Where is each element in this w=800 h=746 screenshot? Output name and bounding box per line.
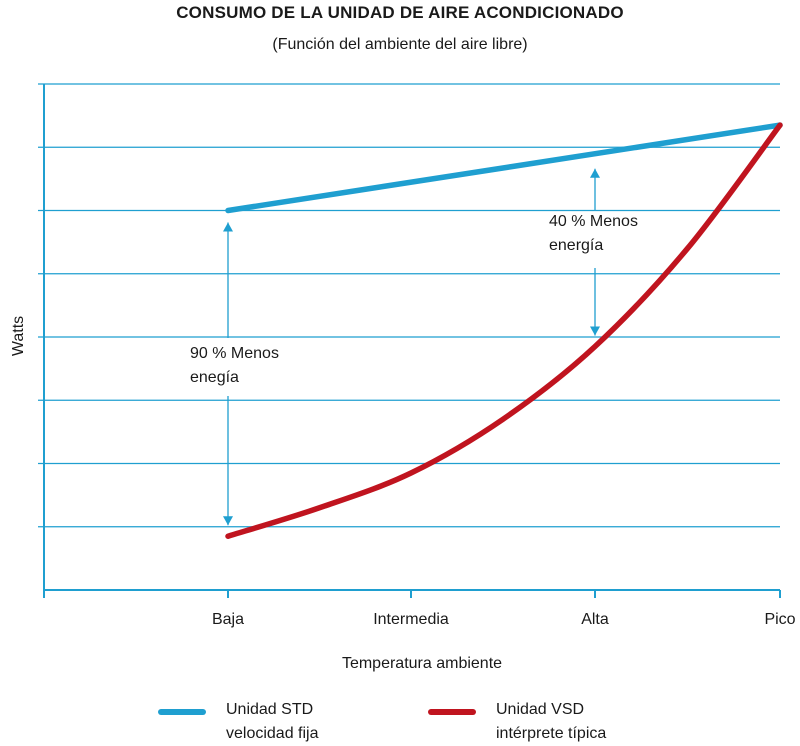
annotation-text: 40 % Menos bbox=[549, 213, 638, 230]
legend-item-vsd: Unidad VSD intérprete típica bbox=[428, 698, 606, 744]
legend-item-std: Unidad STD velocidad fija bbox=[158, 698, 319, 744]
chart-title: CONSUMO DE LA UNIDAD DE AIRE ACONDICIONA… bbox=[176, 3, 624, 22]
chart-area: 90 % Menos enegía 40 % Menos energía Baja In… bbox=[10, 83, 796, 672]
annotation-arrows: 90 % Menos enegía 40 % Menos energía bbox=[190, 168, 638, 526]
arrow-head bbox=[223, 516, 233, 526]
arrow-head bbox=[223, 222, 233, 232]
series-line-std bbox=[225, 122, 783, 214]
axes bbox=[43, 84, 781, 598]
series-line-vsd bbox=[225, 122, 783, 539]
legend-label-vsd-line2: intérprete típica bbox=[496, 725, 607, 742]
legend-swatch-std bbox=[158, 709, 206, 715]
x-tick-label: Intermedia bbox=[373, 611, 449, 628]
legend-label-vsd-line1: Unidad VSD bbox=[496, 701, 585, 718]
legend-label-std-line2: velocidad fija bbox=[226, 725, 319, 742]
annotation-40: 40 % Menos energía bbox=[549, 168, 638, 336]
legend-label-vsd: Unidad VSD intérprete típica bbox=[496, 698, 606, 746]
annotation-text: enegía bbox=[190, 369, 239, 386]
annotation-90: 90 % Menos enegía bbox=[190, 222, 279, 526]
x-tick-label: Pico bbox=[764, 611, 795, 628]
x-axis-label: Temperatura ambiente bbox=[342, 655, 502, 672]
legend-swatch-vsd bbox=[428, 709, 476, 715]
annotation-text: 90 % Menos bbox=[190, 345, 279, 362]
series-group bbox=[225, 122, 783, 539]
legend-label-std: Unidad STD velocidad fija bbox=[226, 698, 319, 746]
x-tick-label: Alta bbox=[581, 611, 609, 628]
gridlines bbox=[38, 83, 780, 528]
annotation-text: energía bbox=[549, 237, 603, 254]
chart-subtitle: (Función del ambiente del aire libre) bbox=[272, 36, 528, 53]
arrow-head bbox=[590, 168, 600, 178]
x-tick-labels: Baja Intermedia Alta Pico bbox=[212, 611, 796, 628]
legend-label-std-line1: Unidad STD bbox=[226, 701, 314, 718]
y-axis-label: Watts bbox=[10, 316, 27, 356]
x-tick-label: Baja bbox=[212, 611, 244, 628]
arrow-head bbox=[590, 326, 600, 336]
